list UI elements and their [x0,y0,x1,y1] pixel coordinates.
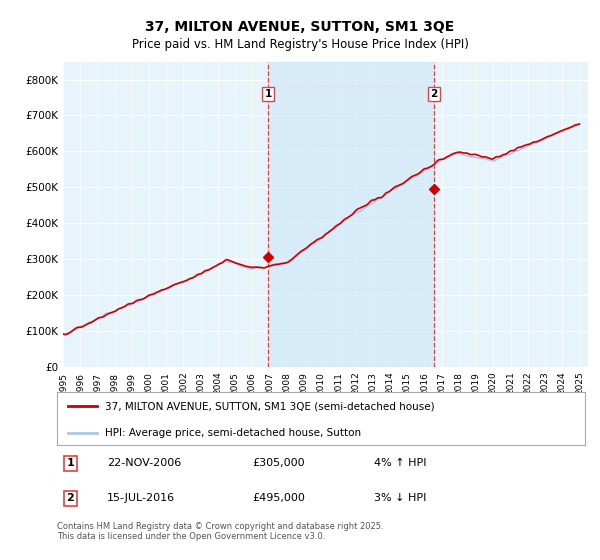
Text: 37, MILTON AVENUE, SUTTON, SM1 3QE: 37, MILTON AVENUE, SUTTON, SM1 3QE [145,20,455,34]
Text: Price paid vs. HM Land Registry's House Price Index (HPI): Price paid vs. HM Land Registry's House … [131,38,469,50]
Text: £495,000: £495,000 [253,493,305,503]
Text: 1: 1 [67,459,74,468]
Text: 15-JUL-2016: 15-JUL-2016 [107,493,175,503]
Text: 3% ↓ HPI: 3% ↓ HPI [374,493,426,503]
Text: 22-NOV-2006: 22-NOV-2006 [107,459,181,468]
Text: £305,000: £305,000 [253,459,305,468]
Text: 2: 2 [67,493,74,503]
Bar [268,62,434,367]
Text: 37, MILTON AVENUE, SUTTON, SM1 3QE (semi-detached house): 37, MILTON AVENUE, SUTTON, SM1 3QE (semi… [104,402,434,412]
Text: Contains HM Land Registry data © Crown copyright and database right 2025.
This d: Contains HM Land Registry data © Crown c… [57,522,383,542]
Text: 2: 2 [430,89,437,99]
Text: 4% ↑ HPI: 4% ↑ HPI [374,459,426,468]
Text: HPI: Average price, semi-detached house, Sutton: HPI: Average price, semi-detached house,… [104,428,361,438]
Text: 1: 1 [265,89,272,99]
